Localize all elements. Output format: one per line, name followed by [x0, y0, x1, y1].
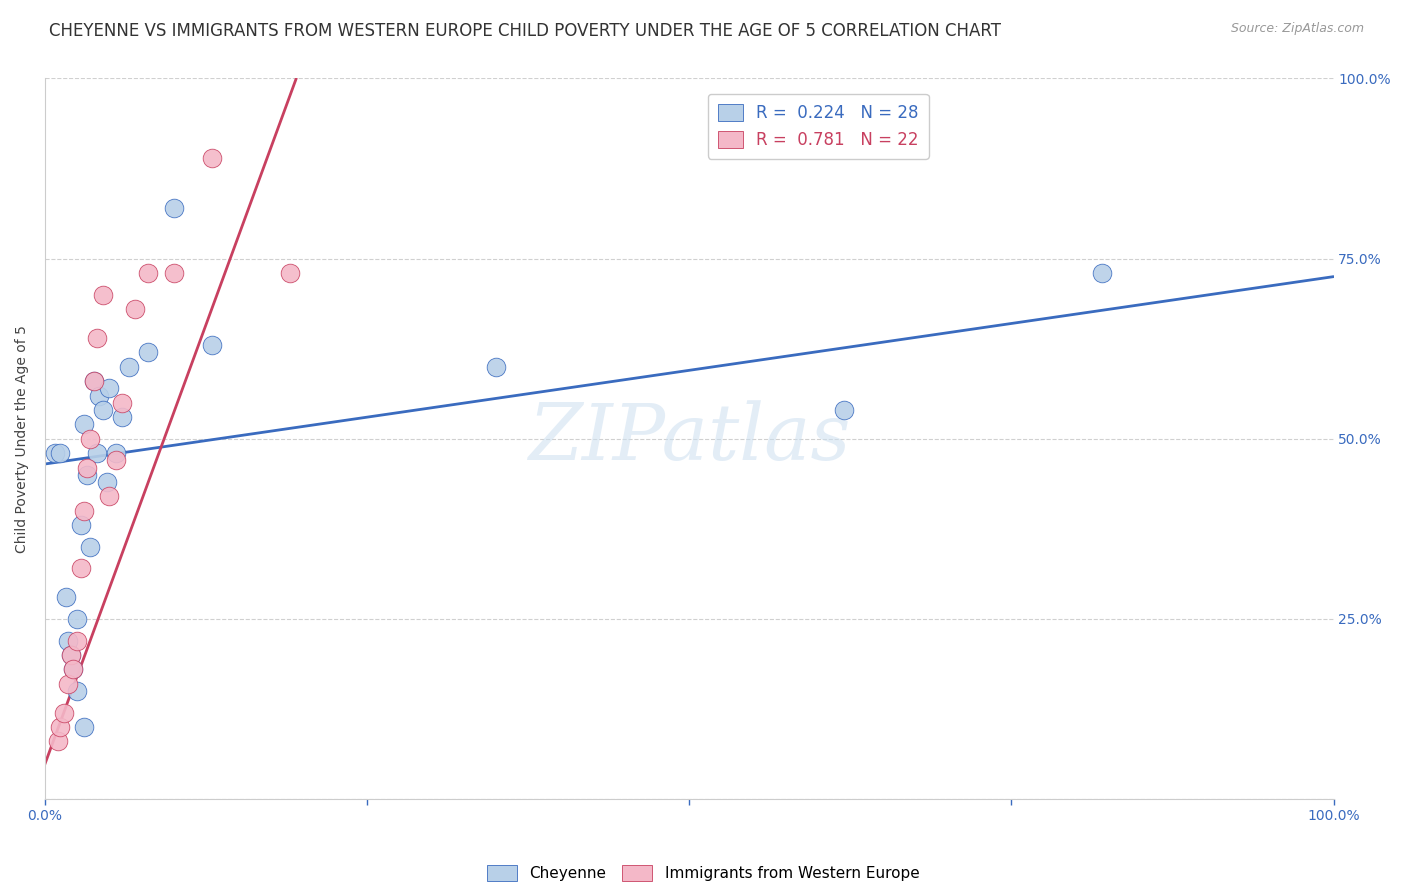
- Point: [91, 403, 114, 417]
- Point: [49, 720, 72, 734]
- Point: [72, 504, 94, 518]
- Point: [86, 331, 108, 345]
- Point: [104, 446, 127, 460]
- Point: [46, 734, 69, 748]
- Point: [72, 417, 94, 432]
- Point: [485, 359, 508, 374]
- Legend: Cheyenne, Immigrants from Western Europe: Cheyenne, Immigrants from Western Europe: [481, 859, 925, 888]
- Point: [83, 374, 105, 388]
- Point: [44, 446, 66, 460]
- Point: [55, 591, 77, 605]
- Point: [56, 677, 79, 691]
- Point: [91, 287, 114, 301]
- Point: [86, 446, 108, 460]
- Point: [96, 475, 118, 489]
- Point: [83, 374, 105, 388]
- Point: [87, 388, 110, 402]
- Point: [98, 490, 121, 504]
- Point: [163, 266, 186, 280]
- Point: [201, 151, 224, 165]
- Legend: R =  0.224   N = 28, R =  0.781   N = 22: R = 0.224 N = 28, R = 0.781 N = 22: [707, 94, 928, 159]
- Point: [56, 633, 79, 648]
- Point: [124, 301, 146, 316]
- Text: CHEYENNE VS IMMIGRANTS FROM WESTERN EUROPE CHILD POVERTY UNDER THE AGE OF 5 CORR: CHEYENNE VS IMMIGRANTS FROM WESTERN EURO…: [49, 22, 1001, 40]
- Point: [111, 396, 134, 410]
- Point: [104, 453, 127, 467]
- Point: [59, 648, 82, 662]
- Point: [118, 359, 141, 374]
- Point: [66, 612, 89, 626]
- Point: [70, 561, 93, 575]
- Point: [70, 518, 93, 533]
- Point: [832, 403, 855, 417]
- Point: [62, 662, 84, 676]
- Point: [53, 706, 76, 720]
- Point: [111, 410, 134, 425]
- Point: [72, 720, 94, 734]
- Point: [1090, 266, 1112, 280]
- Point: [79, 432, 101, 446]
- Text: ZIPatlas: ZIPatlas: [529, 401, 851, 477]
- Point: [278, 266, 301, 280]
- Point: [49, 446, 72, 460]
- Point: [201, 338, 224, 352]
- Point: [66, 684, 89, 698]
- Point: [66, 633, 89, 648]
- Point: [136, 345, 159, 359]
- Point: [79, 540, 101, 554]
- Point: [98, 381, 121, 395]
- Point: [136, 266, 159, 280]
- Point: [59, 648, 82, 662]
- Point: [62, 662, 84, 676]
- Point: [76, 467, 98, 482]
- Point: [163, 201, 186, 215]
- Point: [76, 460, 98, 475]
- Y-axis label: Child Poverty Under the Age of 5: Child Poverty Under the Age of 5: [15, 325, 30, 553]
- Text: Source: ZipAtlas.com: Source: ZipAtlas.com: [1230, 22, 1364, 36]
